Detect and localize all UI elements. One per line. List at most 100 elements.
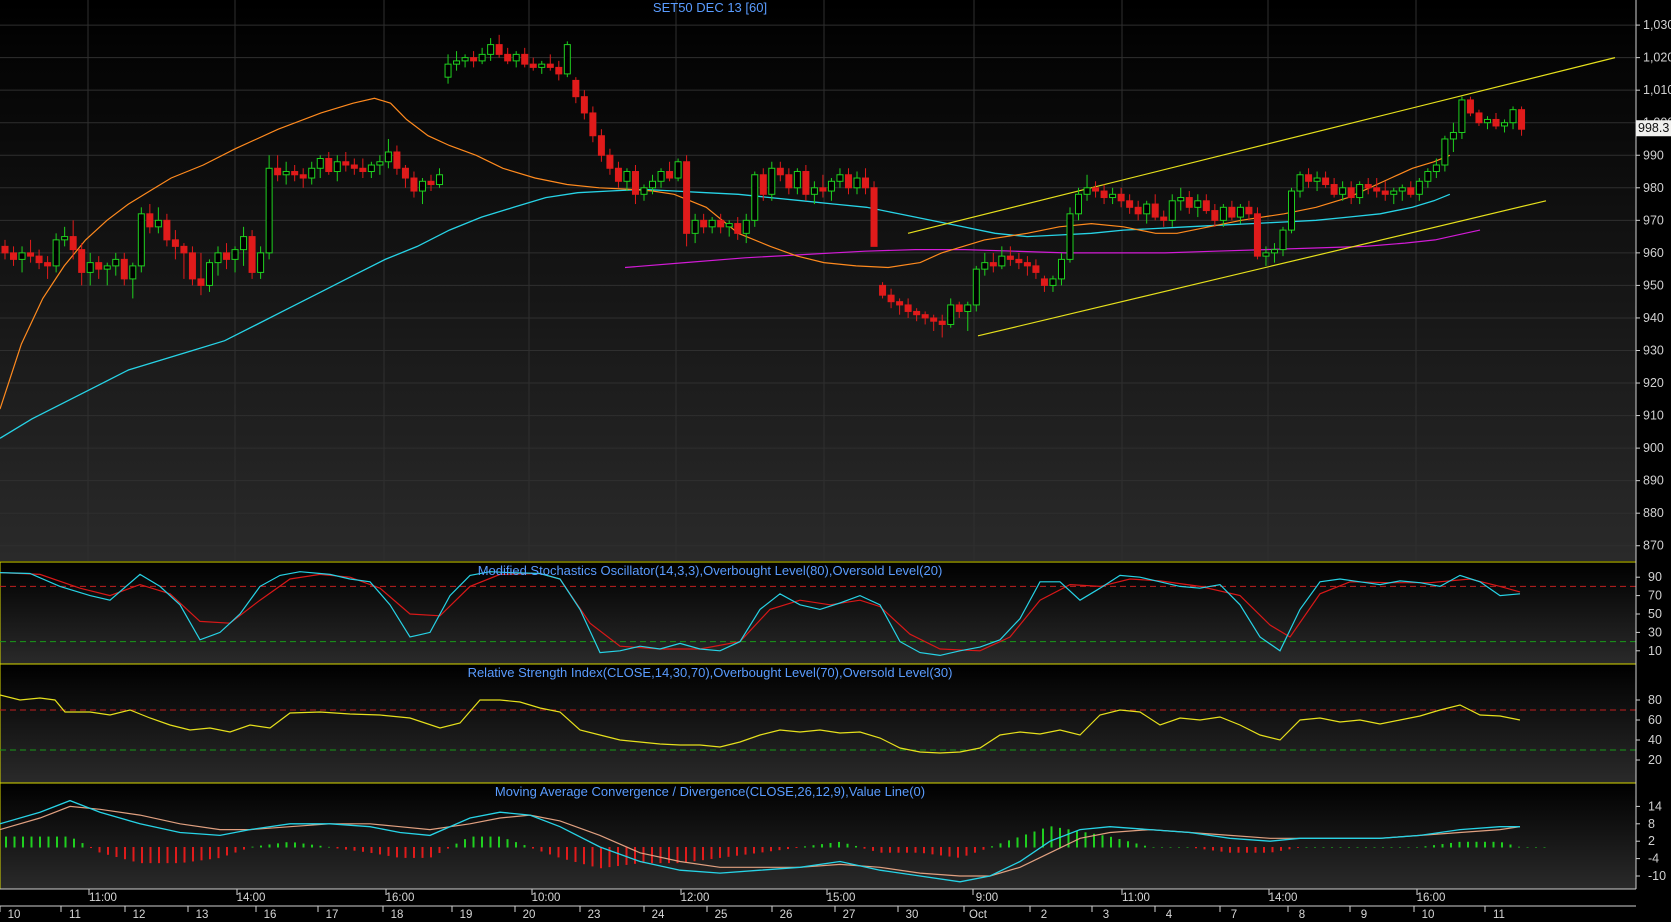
bearish-candle[interactable] — [248, 236, 256, 273]
bearish-candle[interactable] — [546, 63, 554, 68]
bullish-candle[interactable] — [1483, 118, 1491, 124]
bearish-candle[interactable] — [904, 304, 912, 312]
bullish-candle[interactable] — [1288, 190, 1296, 231]
bearish-candle[interactable] — [989, 262, 997, 267]
bearish-candle[interactable] — [1126, 200, 1134, 208]
bearish-candle[interactable] — [35, 255, 43, 264]
bearish-candle[interactable] — [589, 112, 597, 137]
bearish-candle[interactable] — [717, 219, 725, 228]
bullish-candle[interactable] — [1415, 180, 1423, 195]
bearish-candle[interactable] — [69, 236, 77, 251]
bearish-candle[interactable] — [470, 57, 478, 62]
bearish-candle[interactable] — [1364, 184, 1372, 189]
bullish-candle[interactable] — [231, 249, 239, 260]
bullish-candle[interactable] — [137, 213, 145, 267]
bullish-candle[interactable] — [376, 161, 384, 166]
bearish-candle[interactable] — [1, 245, 9, 254]
bearish-candle[interactable] — [223, 252, 231, 260]
bullish-candle[interactable] — [1262, 252, 1270, 257]
bullish-candle[interactable] — [657, 171, 665, 182]
bearish-candle[interactable] — [700, 219, 708, 228]
bearish-candle[interactable] — [1040, 278, 1048, 286]
bullish-candle[interactable] — [461, 57, 469, 62]
bullish-candle[interactable] — [86, 262, 94, 273]
bearish-candle[interactable] — [120, 258, 128, 280]
bearish-candle[interactable] — [1407, 187, 1415, 195]
bullish-candle[interactable] — [674, 161, 682, 179]
candlestick-series[interactable] — [1, 34, 1526, 338]
bullish-candle[interactable] — [1279, 229, 1287, 251]
bullish-candle[interactable] — [810, 187, 818, 195]
bearish-candle[interactable] — [188, 252, 196, 280]
bearish-candle[interactable] — [1134, 206, 1142, 215]
bullish-candle[interactable] — [1296, 174, 1304, 192]
bullish-candle[interactable] — [257, 252, 265, 273]
bearish-candle[interactable] — [163, 219, 171, 241]
bearish-candle[interactable] — [606, 154, 614, 169]
bearish-candle[interactable] — [495, 44, 503, 55]
bearish-candle[interactable] — [1492, 118, 1500, 127]
bullish-candle[interactable] — [367, 164, 375, 173]
bearish-candle[interactable] — [1211, 210, 1219, 221]
bullish-candle[interactable] — [742, 219, 750, 234]
bearish-candle[interactable] — [572, 79, 580, 98]
bearish-candle[interactable] — [1100, 190, 1108, 199]
bearish-candle[interactable] — [614, 167, 622, 182]
bullish-candle[interactable] — [103, 265, 111, 270]
bearish-candle[interactable] — [776, 167, 784, 176]
bearish-candle[interactable] — [921, 314, 929, 319]
bullish-candle[interactable] — [1236, 206, 1244, 218]
bullish-candle[interactable] — [981, 262, 989, 270]
bullish-candle[interactable] — [649, 180, 657, 189]
bullish-candle[interactable] — [1398, 187, 1406, 192]
bearish-candle[interactable] — [631, 171, 639, 195]
bearish-candle[interactable] — [27, 252, 35, 257]
bearish-candle[interactable] — [1305, 174, 1313, 182]
bullish-candle[interactable] — [1390, 190, 1398, 195]
bullish-candle[interactable] — [1501, 122, 1509, 127]
bearish-candle[interactable] — [1032, 265, 1040, 273]
bullish-candle[interactable] — [61, 236, 69, 241]
bearish-candle[interactable] — [521, 53, 529, 65]
bearish-candle[interactable] — [1160, 216, 1168, 221]
bearish-candle[interactable] — [1518, 109, 1526, 130]
stochastic-panel[interactable]: Modified Stochastics Oscillator(14,3,3),… — [0, 561, 1637, 665]
bullish-candle[interactable] — [998, 255, 1006, 267]
bullish-candle[interactable] — [964, 304, 972, 312]
bullish-candle[interactable] — [129, 265, 137, 280]
bullish-candle[interactable] — [1057, 258, 1065, 280]
bullish-candle[interactable] — [1143, 203, 1151, 215]
bearish-candle[interactable] — [1381, 190, 1389, 195]
bearish-candle[interactable] — [1347, 187, 1355, 199]
bullish-candle[interactable] — [265, 167, 273, 254]
bullish-candle[interactable] — [1109, 193, 1117, 199]
bearish-candle[interactable] — [1151, 203, 1159, 218]
bullish-candle[interactable] — [708, 219, 716, 228]
bearish-candle[interactable] — [529, 63, 537, 68]
bearish-candle[interactable] — [580, 96, 588, 114]
bullish-candle[interactable] — [384, 151, 392, 163]
bearish-candle[interactable] — [95, 262, 103, 270]
bearish-candle[interactable] — [913, 310, 921, 316]
bearish-candle[interactable] — [350, 164, 358, 169]
bearish-candle[interactable] — [44, 262, 52, 267]
bullish-candle[interactable] — [827, 180, 835, 192]
bullish-candle[interactable] — [1066, 213, 1074, 260]
bullish-candle[interactable] — [793, 171, 801, 189]
bearish-candle[interactable] — [896, 301, 904, 306]
bullish-candle[interactable] — [1194, 200, 1202, 208]
bullish-candle[interactable] — [18, 252, 26, 260]
bearish-candle[interactable] — [342, 161, 350, 166]
bearish-candle[interactable] — [410, 177, 418, 192]
bullish-candle[interactable] — [1509, 109, 1517, 124]
bullish-candle[interactable] — [1177, 197, 1185, 202]
bearish-candle[interactable] — [887, 294, 895, 303]
bearish-candle[interactable] — [930, 317, 938, 322]
bearish-candle[interactable] — [683, 161, 691, 234]
bearish-candle[interactable] — [299, 174, 307, 179]
bearish-candle[interactable] — [1322, 177, 1330, 186]
bullish-candle[interactable] — [308, 167, 316, 179]
bullish-candle[interactable] — [487, 44, 495, 55]
bearish-candle[interactable] — [870, 187, 878, 247]
bearish-candle[interactable] — [78, 249, 86, 273]
